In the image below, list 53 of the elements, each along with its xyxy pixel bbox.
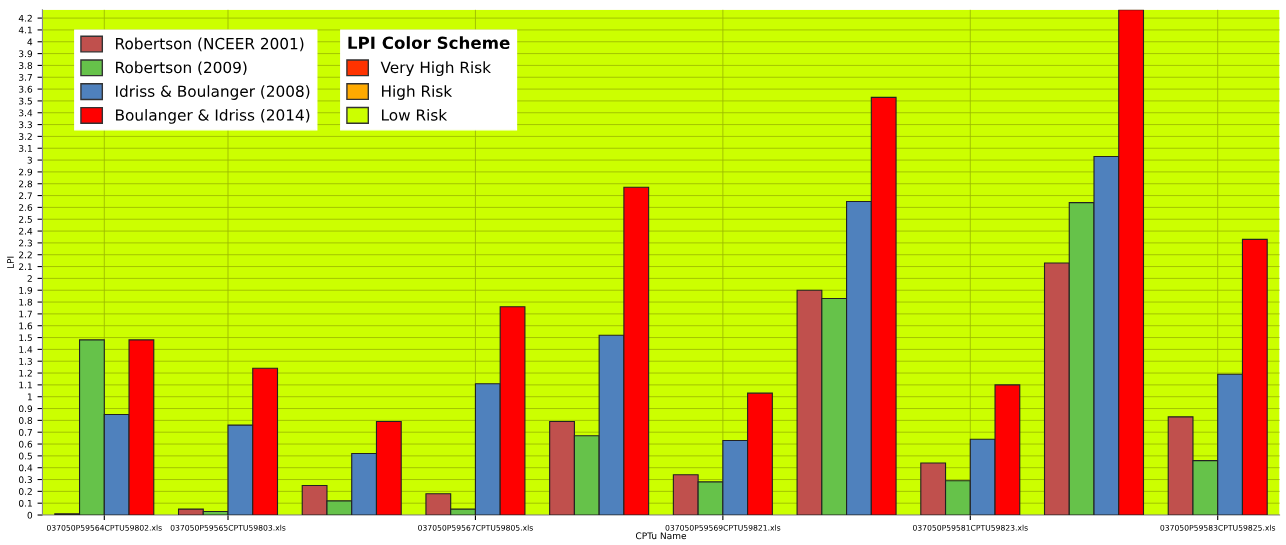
y-tick-label: 1.7 (19, 310, 32, 318)
legend-label: Robertson (NCEER 2001) (116, 37, 304, 52)
y-tick-label: 4.2 (18, 14, 32, 22)
y-tick-label: 0.8 (18, 417, 33, 424)
y-tick-label: 0.9 (18, 405, 33, 413)
y-tick-label: 2.4 (19, 227, 33, 235)
y-tick-label: 4.1 (18, 26, 32, 34)
y-tick-label: 1.4 (19, 346, 33, 353)
y-tick-label: 3.9 (19, 50, 33, 58)
y-tick-label: 2 (27, 275, 32, 282)
y-tick-label: 0.7 (18, 428, 32, 436)
y-tick-label: 2.5 (19, 215, 32, 223)
y-tick-label: 1.5 (19, 334, 32, 342)
y-tick-label: 1.6 (19, 322, 33, 330)
y-tick-label: 2.2 (19, 251, 32, 259)
legend-label: Boulanger & Idriss (2014) (116, 108, 310, 124)
y-tick-label: 3.6 (19, 85, 33, 93)
band-label: Low Risk (382, 108, 448, 121)
legend-label: Idriss & Boulanger (2008) (116, 85, 310, 100)
legend-title: LPI Color Scheme (348, 36, 510, 50)
y-tick-label: 3.1 (19, 144, 32, 152)
y-tick-label: 3.3 (19, 121, 32, 129)
y-tick-label: 0.1 (18, 499, 32, 507)
y-tick-label: 1.8 (19, 298, 33, 306)
y-axis-title: LPI (7, 256, 14, 269)
annotation: High Risk (382, 85, 453, 100)
y-tick-label: 0.4 (18, 464, 33, 472)
y-tick-label: 2.1 (19, 263, 32, 270)
y-tick-label: 2.9 (19, 168, 33, 176)
y-tick-label: 3.8 (19, 62, 33, 69)
y-tick-label: 3.7 (19, 73, 32, 81)
y-tick-label: 3 (27, 156, 32, 164)
y-tick-label: 1 (27, 393, 32, 401)
y-tick-label: 0.3 (18, 476, 32, 484)
y-tick-label: 0.5 (18, 452, 32, 460)
y-tick-label: 2.7 (19, 192, 32, 199)
y-tick-label: 2.6 (19, 204, 33, 211)
y-tick-label: 1.3 (19, 357, 32, 365)
y-tick-label: 3.2 (19, 133, 32, 140)
x-axis-title: CPTu Name (635, 532, 687, 540)
y-tick-label: 1.9 (19, 286, 33, 294)
y-tick-label: 2.8 (19, 180, 33, 188)
annotation: Very High Risk (380, 61, 491, 77)
y-tick-label: 2.3 (19, 239, 32, 247)
y-tick-label: 1.1 (19, 381, 32, 389)
y-tick-label: 1.2 (19, 369, 32, 377)
legend-label: Robertson (2009) (116, 61, 247, 75)
y-tick-label: 4 (27, 38, 33, 46)
y-tick-label: 3.4 (19, 109, 33, 117)
y-tick-label: 0.6 (18, 440, 33, 448)
y-tick-label: 0 (27, 511, 33, 519)
y-tick-label: 3.5 (19, 97, 32, 105)
y-tick-label: 0.2 (18, 488, 32, 495)
